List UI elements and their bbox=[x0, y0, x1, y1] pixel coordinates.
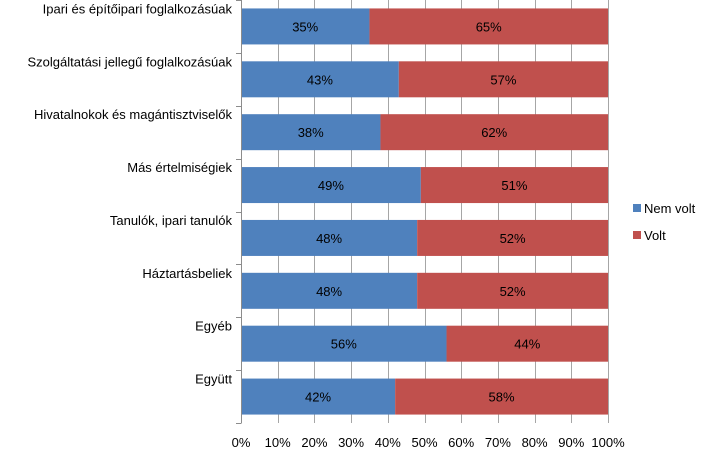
legend-label: Volt bbox=[644, 228, 666, 243]
x-tick-label: 50% bbox=[411, 435, 437, 450]
x-tick-label: 80% bbox=[522, 435, 548, 450]
x-tick-label: 10% bbox=[265, 435, 291, 450]
bar-volt-5 bbox=[417, 272, 608, 309]
bar-nem-volt-3 bbox=[241, 167, 421, 204]
category-label: Más értelmiségiek bbox=[127, 160, 232, 175]
data-label: 52% bbox=[500, 231, 526, 246]
data-label: 38% bbox=[298, 125, 324, 140]
bar-volt-4 bbox=[417, 219, 608, 256]
x-tick-label: 70% bbox=[485, 435, 511, 450]
bar-volt-7 bbox=[395, 378, 608, 415]
category-label: Együtt bbox=[195, 372, 232, 387]
axes: 0% 10% 20% 30% 40% 50% 60% 70% 80% 90% 100% Ipari é… bbox=[27, 0, 625, 450]
data-label: 57% bbox=[490, 72, 516, 87]
legend-swatch bbox=[633, 204, 641, 212]
data-label: 51% bbox=[501, 178, 527, 193]
data-label: 42% bbox=[305, 390, 331, 405]
bar-volt-1 bbox=[398, 61, 608, 98]
data-label: 49% bbox=[318, 178, 344, 193]
bar-nem-volt-2 bbox=[241, 114, 381, 151]
legend-label: Nem volt bbox=[644, 201, 696, 216]
data-label: 35% bbox=[292, 19, 318, 34]
bar-volt-2 bbox=[380, 114, 608, 151]
x-tick-label: 30% bbox=[338, 435, 364, 450]
bar-nem-volt-7 bbox=[241, 378, 396, 415]
x-tick-label: 100% bbox=[591, 435, 625, 450]
data-label: 48% bbox=[316, 284, 342, 299]
data-label: 52% bbox=[500, 284, 526, 299]
category-label: Ipari és építőipari foglalkozásúak bbox=[43, 1, 233, 16]
bar-nem-volt-6 bbox=[241, 325, 447, 362]
bar-volt-0 bbox=[369, 8, 608, 45]
bar-nem-volt-1 bbox=[241, 61, 399, 98]
data-labels: 35% 65% 43% 57% 38% 62% 49% 51% 48% 52% 48% 52% 56% 4… bbox=[292, 19, 540, 404]
category-label: Egyéb bbox=[195, 319, 232, 334]
data-label: 65% bbox=[476, 19, 502, 34]
bar-nem-volt-4 bbox=[241, 219, 418, 256]
bar-nem-volt-5 bbox=[241, 272, 418, 309]
bar-volt-3 bbox=[420, 167, 608, 204]
bar-volt-6 bbox=[446, 325, 608, 362]
data-label: 56% bbox=[331, 337, 357, 352]
x-tick-label: 20% bbox=[301, 435, 327, 450]
legend: Nem volt Volt bbox=[633, 201, 696, 243]
x-tick-label: 60% bbox=[448, 435, 474, 450]
x-tick-label: 0% bbox=[232, 435, 251, 450]
data-label: 43% bbox=[307, 72, 333, 87]
category-label: Háztartásbeliek bbox=[142, 266, 232, 281]
data-label: 62% bbox=[481, 125, 507, 140]
category-label: Hivatalnokok és magántisztviselők bbox=[34, 107, 232, 122]
data-label: 48% bbox=[316, 231, 342, 246]
bar-nem-volt-0 bbox=[241, 8, 370, 45]
bars bbox=[241, 8, 608, 415]
category-label: Tanulók, ipari tanulók bbox=[110, 213, 233, 228]
x-tick-label: 90% bbox=[558, 435, 584, 450]
data-label: 58% bbox=[489, 390, 515, 405]
data-label: 44% bbox=[514, 337, 540, 352]
category-label: Szolgáltatási jellegű foglalkozásúak bbox=[27, 54, 232, 69]
legend-swatch bbox=[633, 231, 641, 239]
x-tick-label: 40% bbox=[375, 435, 401, 450]
